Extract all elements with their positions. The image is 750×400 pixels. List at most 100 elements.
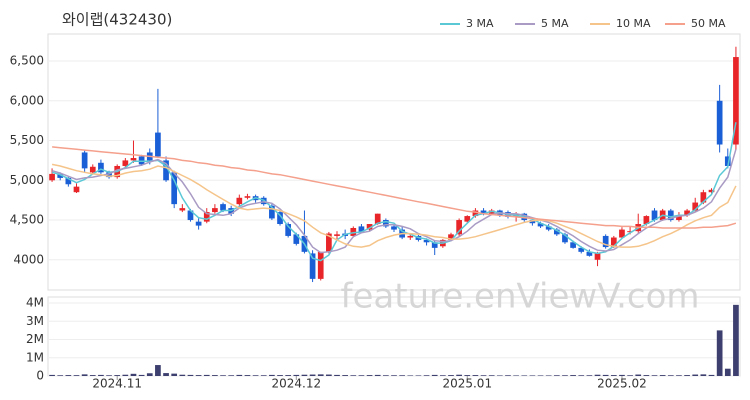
chart-title: 와이랩(432430): [62, 11, 172, 29]
volume-bar: [513, 375, 519, 376]
candle-body: [651, 210, 658, 221]
volume-bar: [228, 375, 235, 376]
volume-bar: [635, 374, 642, 376]
candle-body: [212, 208, 218, 213]
volume-bar: [733, 304, 739, 376]
candle-body: [391, 226, 397, 230]
volume-bar: [602, 374, 609, 376]
y-tick-label: 6,000: [10, 93, 44, 107]
volume-bar: [179, 374, 186, 376]
volume-bar: [643, 375, 650, 376]
volume-tick-label: 0: [36, 369, 44, 383]
volume-bar: [456, 374, 462, 376]
volume-bar: [98, 374, 104, 376]
candle-body: [602, 235, 609, 248]
x-tick-label: 2025.02: [597, 377, 647, 391]
volume-bar: [724, 368, 731, 376]
candle-body: [179, 208, 186, 211]
candle-body: [488, 210, 495, 214]
volume-bar: [651, 375, 658, 376]
candle-body: [187, 210, 194, 221]
candle-body: [676, 215, 682, 221]
candle-body: [684, 210, 690, 216]
candle-body: [594, 253, 601, 260]
volume-bar: [277, 375, 283, 376]
y-tick-label: 5,500: [10, 133, 44, 147]
candle-body: [529, 220, 536, 224]
candle-body: [724, 156, 731, 166]
candle-body: [65, 177, 72, 185]
volume-bar: [293, 374, 300, 376]
candle-body: [171, 172, 178, 205]
volume-bar: [562, 375, 568, 376]
volume-bar: [350, 375, 357, 376]
candle-body: [244, 196, 251, 198]
candle-body: [98, 162, 104, 173]
volume-bar: [57, 375, 64, 376]
candle-body: [619, 229, 625, 238]
volume-bar: [187, 374, 194, 376]
candle-body: [326, 233, 332, 252]
candle-body: [627, 231, 633, 233]
volume-bar: [448, 375, 454, 376]
y-tick-label: 4,500: [10, 213, 44, 227]
volume-bar: [285, 375, 292, 376]
candle-body: [350, 227, 357, 236]
volume-bar: [309, 374, 316, 376]
volume-bar: [391, 375, 397, 376]
candle-body: [293, 234, 300, 244]
volume-bar: [472, 375, 479, 376]
candle-body: [163, 160, 169, 181]
volume-bar: [667, 375, 674, 376]
volume-bar: [676, 375, 682, 376]
volume-bar: [399, 375, 405, 376]
candle-body: [334, 234, 340, 236]
volume-bar: [334, 374, 340, 376]
candle-body: [106, 172, 112, 178]
volume-bar: [627, 375, 633, 376]
volume-bar: [480, 375, 487, 376]
volume-bar: [138, 374, 145, 376]
candle-body: [586, 251, 593, 256]
volume-bar: [659, 375, 666, 376]
volume-bar: [130, 373, 137, 376]
candle-body: [708, 189, 715, 193]
candle-body: [73, 186, 80, 193]
volume-bar: [415, 375, 422, 376]
x-tick-label: 2025.01: [442, 377, 492, 391]
volume-bar: [342, 375, 349, 376]
volume-bar: [326, 374, 332, 376]
candle-body: [643, 216, 650, 225]
candle-body: [269, 205, 275, 219]
candle-body: [472, 210, 479, 217]
volume-bar: [366, 375, 373, 376]
candle-body: [309, 253, 316, 279]
volume-bar: [89, 375, 96, 376]
price-frame: [47, 33, 741, 291]
volume-tick-label: 3M: [26, 314, 44, 328]
volume-bar: [260, 375, 267, 376]
volume-bar: [521, 375, 528, 376]
y-tick-label: 4000: [13, 252, 44, 266]
x-tick-label: 2024.11: [92, 377, 142, 391]
candle-body: [456, 220, 462, 235]
candle-body: [407, 235, 414, 238]
volume-bar: [212, 375, 218, 376]
candle-body: [716, 100, 723, 145]
candle-body: [374, 213, 381, 225]
candle-body: [545, 226, 552, 230]
candle-body: [692, 202, 699, 211]
volume-bar: [220, 375, 226, 376]
volume-bar: [464, 375, 471, 376]
volume-bar: [586, 375, 593, 376]
candle-body: [480, 210, 487, 214]
volume-bar: [122, 374, 129, 376]
candle-body: [236, 197, 243, 205]
volume-bar: [439, 375, 446, 376]
volume-bar: [407, 375, 414, 376]
volume-bar: [610, 375, 617, 376]
volume-bar: [716, 330, 723, 376]
volume-bar: [529, 375, 536, 376]
